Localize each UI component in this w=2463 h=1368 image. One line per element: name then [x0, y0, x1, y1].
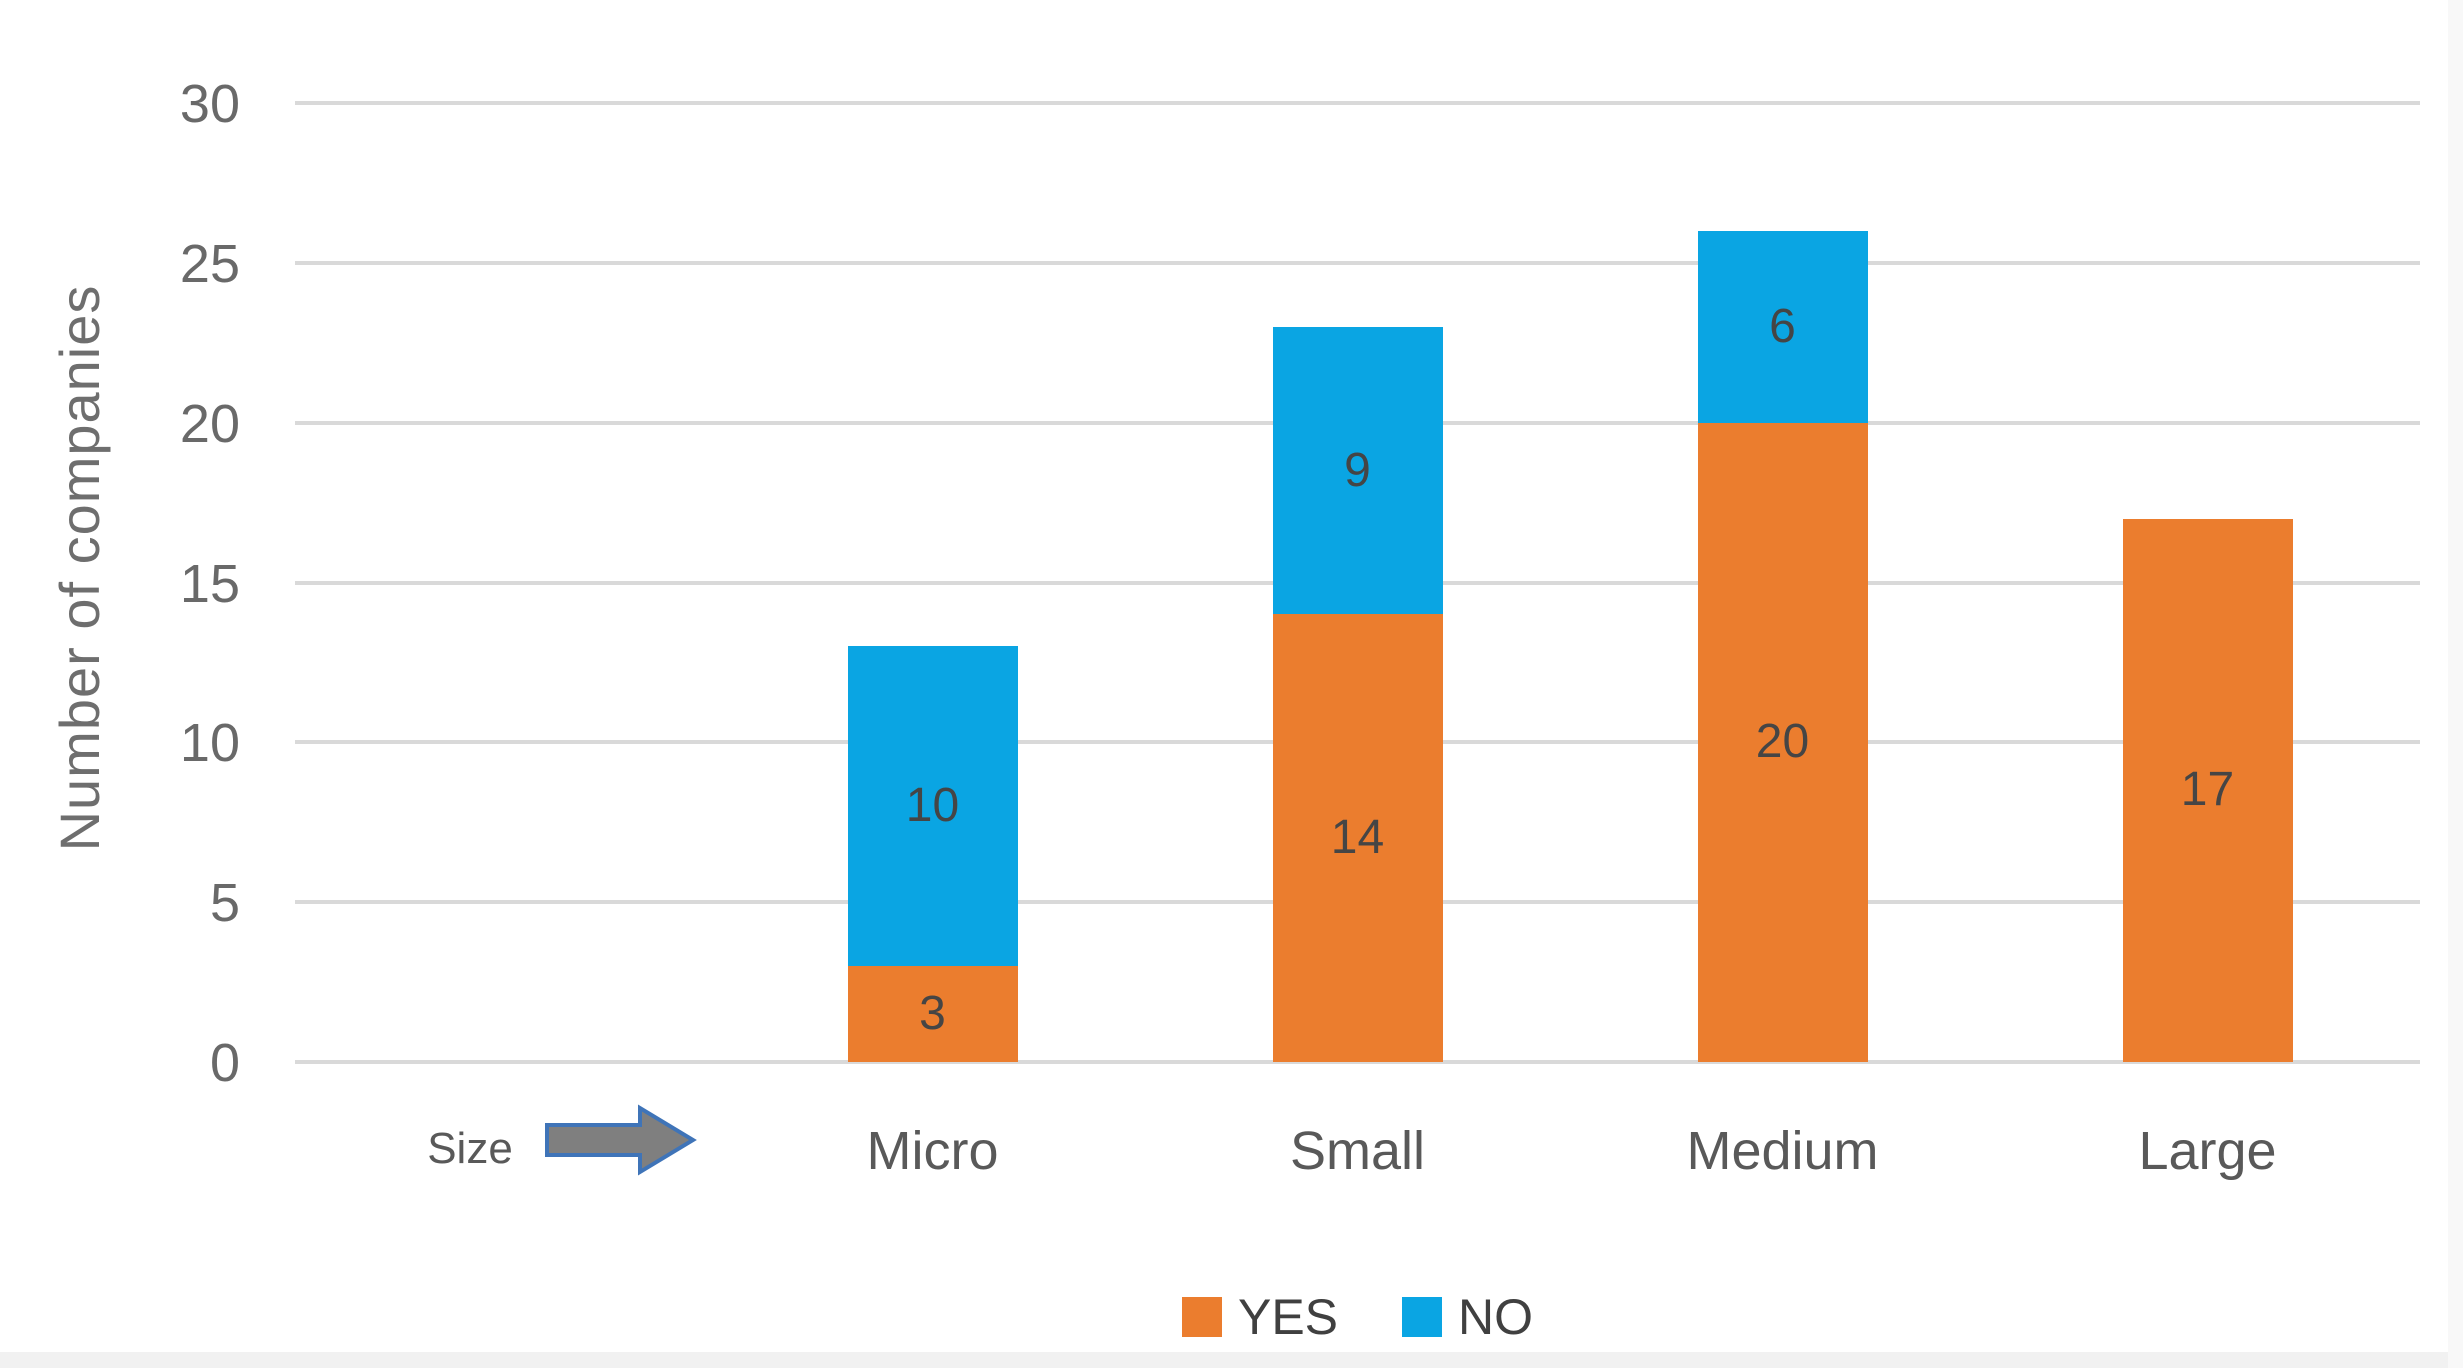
gridline	[295, 1060, 2420, 1064]
bar-value-label: 3	[919, 987, 946, 1041]
legend-label: NO	[1458, 1289, 1534, 1345]
bar-segment-no	[1272, 326, 1443, 615]
bar-value-label: 6	[1769, 299, 1796, 353]
bar-value-label: 9	[1344, 443, 1371, 497]
x-category-label-small: Small	[1289, 1121, 1426, 1181]
legend-swatch-yes	[1181, 1297, 1222, 1337]
y-tick-label: 5	[209, 873, 240, 934]
bar-segment-no	[1697, 230, 1868, 423]
legend-label: YES	[1237, 1289, 1339, 1345]
legend-item-no: NO	[1402, 1288, 1533, 1346]
size-axis-annotation: Size	[427, 1124, 513, 1173]
x-category-label-large: Large	[2138, 1121, 2277, 1181]
y-tick-label: 15	[179, 553, 240, 614]
y-tick-label: 25	[179, 233, 240, 294]
right-border-strip	[2448, 0, 2463, 1368]
bar-segment-yes	[1272, 614, 1443, 1062]
gridline	[295, 260, 2420, 265]
bar-value-label: 17	[2180, 763, 2235, 817]
gridline	[295, 101, 2420, 105]
y-tick-label: 10	[179, 713, 240, 774]
legend-swatch-no	[1402, 1297, 1443, 1337]
y-tick-label: 0	[209, 1033, 240, 1093]
bar-segment-yes	[1697, 422, 1868, 1062]
bottom-border-strip	[0, 1352, 2463, 1368]
bar-value-label: 10	[905, 779, 960, 833]
y-tick-label: 20	[179, 393, 240, 454]
bar-value-label: 14	[1330, 811, 1385, 865]
legend-item-yes: YES	[1181, 1288, 1339, 1346]
x-category-label-micro: Micro	[866, 1121, 999, 1181]
bar-value-label: 20	[1755, 715, 1810, 769]
right-arrow-icon	[545, 1104, 697, 1176]
bar-segment-yes	[847, 966, 1018, 1062]
y-tick-label: 30	[179, 74, 240, 134]
bar-segment-no	[847, 646, 1018, 967]
bar-segment-yes	[2122, 518, 2293, 1062]
chart-legend: YES NO	[295, 1288, 2420, 1346]
x-category-label-medium: Medium	[1686, 1121, 1879, 1181]
